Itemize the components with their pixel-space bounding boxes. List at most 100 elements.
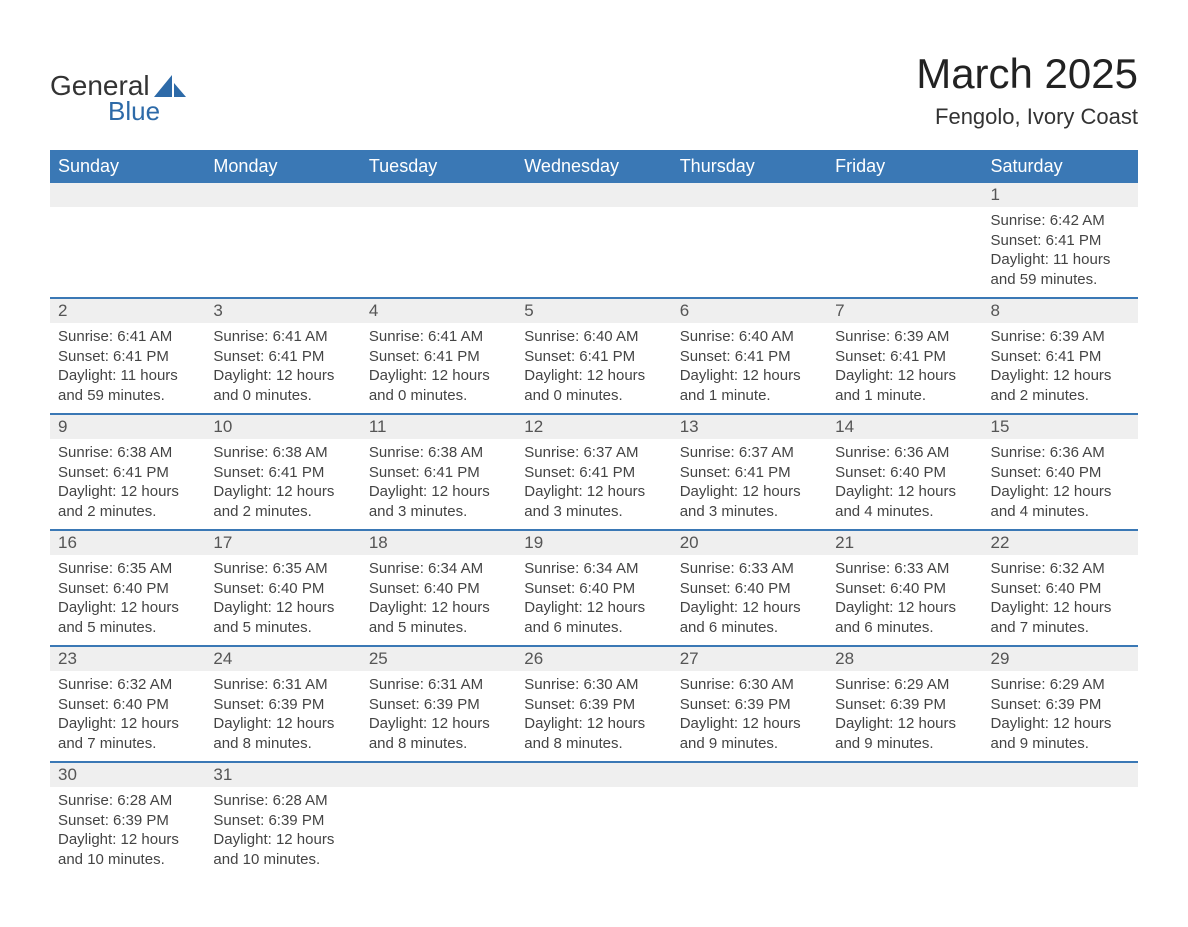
- day-cell: 5Sunrise: 6:40 AMSunset: 6:41 PMDaylight…: [516, 298, 671, 414]
- daylight-line: Daylight: 12 hours and 1 minute.: [680, 366, 819, 405]
- day-cell: 22Sunrise: 6:32 AMSunset: 6:40 PMDayligh…: [983, 530, 1138, 646]
- day-number: 12: [516, 415, 671, 439]
- day-number: 10: [205, 415, 360, 439]
- day-cell: 16Sunrise: 6:35 AMSunset: 6:40 PMDayligh…: [50, 530, 205, 646]
- sunset-line: Sunset: 6:41 PM: [991, 231, 1130, 251]
- day-details: Sunrise: 6:32 AMSunset: 6:40 PMDaylight:…: [983, 555, 1138, 645]
- weekday-header: Wednesday: [516, 150, 671, 183]
- day-details: [50, 207, 205, 277]
- day-number: 23: [50, 647, 205, 671]
- day-details: Sunrise: 6:35 AMSunset: 6:40 PMDaylight:…: [205, 555, 360, 645]
- month-title: March 2025: [916, 50, 1138, 98]
- sunset-line: Sunset: 6:40 PM: [680, 579, 819, 599]
- day-number: 25: [361, 647, 516, 671]
- day-number: 21: [827, 531, 982, 555]
- day-details: Sunrise: 6:33 AMSunset: 6:40 PMDaylight:…: [672, 555, 827, 645]
- day-details: [983, 787, 1138, 857]
- day-number: 18: [361, 531, 516, 555]
- sunset-line: Sunset: 6:41 PM: [58, 463, 197, 483]
- sunset-line: Sunset: 6:39 PM: [991, 695, 1130, 715]
- sunset-line: Sunset: 6:41 PM: [58, 347, 197, 367]
- empty-cell: [827, 762, 982, 877]
- day-number: [983, 763, 1138, 787]
- daylight-line: Daylight: 12 hours and 8 minutes.: [369, 714, 508, 753]
- day-number: 26: [516, 647, 671, 671]
- sunset-line: Sunset: 6:40 PM: [369, 579, 508, 599]
- sunrise-line: Sunrise: 6:28 AM: [213, 791, 352, 811]
- day-number: 30: [50, 763, 205, 787]
- daylight-line: Daylight: 12 hours and 4 minutes.: [835, 482, 974, 521]
- day-details: [516, 787, 671, 857]
- daylight-line: Daylight: 12 hours and 8 minutes.: [524, 714, 663, 753]
- empty-cell: [50, 183, 205, 298]
- calendar-row: 16Sunrise: 6:35 AMSunset: 6:40 PMDayligh…: [50, 530, 1138, 646]
- logo-word-blue: Blue: [108, 96, 160, 127]
- calendar-table: SundayMondayTuesdayWednesdayThursdayFrid…: [50, 150, 1138, 877]
- weekday-header: Friday: [827, 150, 982, 183]
- day-number: 14: [827, 415, 982, 439]
- daylight-line: Daylight: 12 hours and 10 minutes.: [58, 830, 197, 869]
- day-cell: 14Sunrise: 6:36 AMSunset: 6:40 PMDayligh…: [827, 414, 982, 530]
- day-number: 22: [983, 531, 1138, 555]
- sunrise-line: Sunrise: 6:39 AM: [835, 327, 974, 347]
- day-details: Sunrise: 6:39 AMSunset: 6:41 PMDaylight:…: [827, 323, 982, 413]
- sunrise-line: Sunrise: 6:41 AM: [369, 327, 508, 347]
- calendar-row: 1Sunrise: 6:42 AMSunset: 6:41 PMDaylight…: [50, 183, 1138, 298]
- sunrise-line: Sunrise: 6:31 AM: [213, 675, 352, 695]
- daylight-line: Daylight: 11 hours and 59 minutes.: [58, 366, 197, 405]
- day-cell: 2Sunrise: 6:41 AMSunset: 6:41 PMDaylight…: [50, 298, 205, 414]
- sunset-line: Sunset: 6:41 PM: [213, 347, 352, 367]
- day-details: [827, 787, 982, 857]
- day-cell: 23Sunrise: 6:32 AMSunset: 6:40 PMDayligh…: [50, 646, 205, 762]
- sunrise-line: Sunrise: 6:40 AM: [680, 327, 819, 347]
- sunrise-line: Sunrise: 6:37 AM: [680, 443, 819, 463]
- day-cell: 20Sunrise: 6:33 AMSunset: 6:40 PMDayligh…: [672, 530, 827, 646]
- empty-cell: [205, 183, 360, 298]
- sunrise-line: Sunrise: 6:32 AM: [58, 675, 197, 695]
- day-number: 5: [516, 299, 671, 323]
- day-cell: 13Sunrise: 6:37 AMSunset: 6:41 PMDayligh…: [672, 414, 827, 530]
- logo: General Blue: [50, 50, 186, 127]
- day-cell: 8Sunrise: 6:39 AMSunset: 6:41 PMDaylight…: [983, 298, 1138, 414]
- calendar-row: 30Sunrise: 6:28 AMSunset: 6:39 PMDayligh…: [50, 762, 1138, 877]
- location: Fengolo, Ivory Coast: [916, 104, 1138, 130]
- sunrise-line: Sunrise: 6:29 AM: [991, 675, 1130, 695]
- day-details: Sunrise: 6:34 AMSunset: 6:40 PMDaylight:…: [516, 555, 671, 645]
- day-cell: 7Sunrise: 6:39 AMSunset: 6:41 PMDaylight…: [827, 298, 982, 414]
- empty-cell: [516, 183, 671, 298]
- day-details: Sunrise: 6:29 AMSunset: 6:39 PMDaylight:…: [983, 671, 1138, 761]
- day-cell: 9Sunrise: 6:38 AMSunset: 6:41 PMDaylight…: [50, 414, 205, 530]
- day-number: [827, 763, 982, 787]
- daylight-line: Daylight: 12 hours and 7 minutes.: [991, 598, 1130, 637]
- sunset-line: Sunset: 6:41 PM: [835, 347, 974, 367]
- day-details: [672, 787, 827, 857]
- empty-cell: [672, 183, 827, 298]
- day-number: [672, 183, 827, 207]
- day-cell: 18Sunrise: 6:34 AMSunset: 6:40 PMDayligh…: [361, 530, 516, 646]
- day-cell: 24Sunrise: 6:31 AMSunset: 6:39 PMDayligh…: [205, 646, 360, 762]
- day-details: [361, 207, 516, 277]
- day-cell: 21Sunrise: 6:33 AMSunset: 6:40 PMDayligh…: [827, 530, 982, 646]
- sunset-line: Sunset: 6:40 PM: [213, 579, 352, 599]
- daylight-line: Daylight: 12 hours and 2 minutes.: [213, 482, 352, 521]
- sunset-line: Sunset: 6:40 PM: [58, 579, 197, 599]
- logo-sail-icon: [154, 75, 186, 97]
- sunset-line: Sunset: 6:41 PM: [369, 463, 508, 483]
- day-cell: 30 Sunrise: 6:28 AMSunset: 6:39 PMDayligh…: [50, 762, 205, 877]
- day-cell: 27Sunrise: 6:30 AMSunset: 6:39 PMDayligh…: [672, 646, 827, 762]
- day-number: 31: [205, 763, 360, 787]
- day-details: [205, 207, 360, 277]
- daylight-line: Daylight: 12 hours and 9 minutes.: [835, 714, 974, 753]
- sunrise-line: Sunrise: 6:38 AM: [369, 443, 508, 463]
- day-details: Sunrise: 6:38 AMSunset: 6:41 PMDaylight:…: [205, 439, 360, 529]
- calendar-row: 2Sunrise: 6:41 AMSunset: 6:41 PMDaylight…: [50, 298, 1138, 414]
- day-cell: 10Sunrise: 6:38 AMSunset: 6:41 PMDayligh…: [205, 414, 360, 530]
- sunset-line: Sunset: 6:39 PM: [58, 811, 197, 831]
- sunrise-line: Sunrise: 6:28 AM: [58, 791, 197, 811]
- sunset-line: Sunset: 6:41 PM: [680, 347, 819, 367]
- day-number: 15: [983, 415, 1138, 439]
- sunset-line: Sunset: 6:39 PM: [369, 695, 508, 715]
- day-number: 16: [50, 531, 205, 555]
- day-details: Sunrise: 6:38 AMSunset: 6:41 PMDaylight:…: [361, 439, 516, 529]
- daylight-line: Daylight: 12 hours and 0 minutes.: [213, 366, 352, 405]
